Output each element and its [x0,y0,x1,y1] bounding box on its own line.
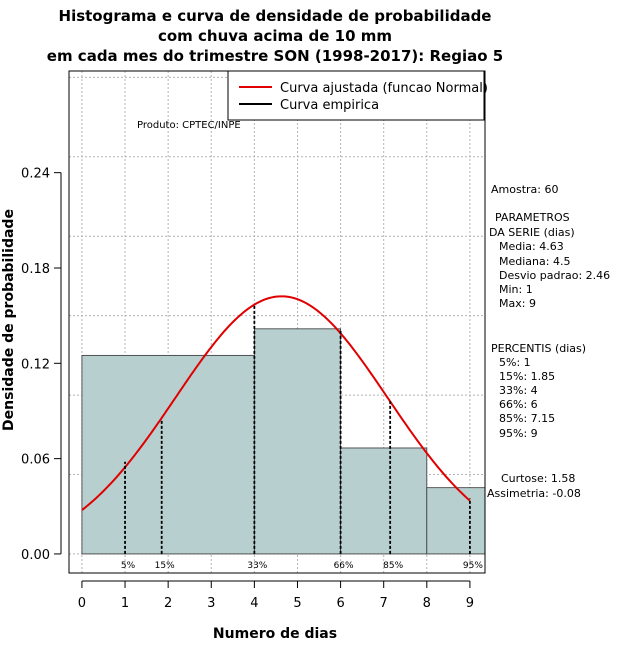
stat-skewness: Assimetria: -0.08 [487,487,581,500]
legend-label-empirical: Curva empirica [280,98,379,113]
stat-p5: 5%: 1 [499,356,531,369]
stat-sd: Desvio padrao: 2.46 [499,269,610,282]
stat-median: Mediana: 4.5 [499,255,570,268]
stat-mean: Media: 4.63 [499,240,564,253]
x-tick-label: 5 [293,596,301,611]
histogram-bars [81,328,486,555]
title-line-3: em cada mes do trimestre SON (1998-2017)… [47,47,503,65]
percentile-label: 5% [121,561,136,571]
x-tick-label: 0 [78,596,86,611]
percentile-label: 66% [334,561,354,571]
x-tick-label: 6 [336,596,344,611]
histogram-bar [340,447,428,555]
y-tick-label: 0.00 [21,548,50,563]
x-tick-label: 9 [466,596,474,611]
x-tick-label: 8 [423,596,431,611]
percentile-label: 33% [247,561,267,571]
y-tick-label: 0.24 [21,167,50,182]
stat-percentis-heading: PERCENTIS (dias) [491,342,586,355]
percentile-label: 15% [155,561,175,571]
percentile-lines: 5% 15% 33% 66% 85% 95% [121,304,483,571]
legend: Curva ajustada (funcao Normal) Curva emp… [227,70,488,121]
stat-p95: 95%: 9 [499,427,538,440]
fitted-normal-curve [81,295,471,511]
stat-p85: 85%: 7.15 [499,412,555,425]
legend-label-fitted: Curva ajustada (funcao Normal) [280,81,488,96]
title-line-1: Histograma e curva de densidade de proba… [59,7,492,25]
y-tick-label: 0.12 [21,357,50,372]
chart-title: Histograma e curva de densidade de proba… [47,7,503,65]
stat-params-heading-2: DA SERIE (dias) [489,226,575,239]
y-axis-label: Densidade de probabilidade [1,209,17,431]
x-tick-label: 2 [164,596,172,611]
x-axis-label: Numero de dias [213,626,337,642]
stat-sample: Amostra: 60 [491,183,558,196]
legend-box [227,70,485,121]
stat-p66: 66%: 6 [499,398,538,411]
x-tick-label: 1 [121,596,129,611]
y-tick-label: 0.18 [21,262,50,277]
stat-params-heading-1: PARAMETROS [495,211,570,224]
statistics-panel: Amostra: 60 PARAMETROS DA SERIE (dias) M… [487,183,610,500]
histogram-bar [81,354,255,555]
product-note: Produto: CPTEC/INPE [137,120,241,131]
stat-p15: 15%: 1.85 [499,370,555,383]
stat-p33: 33%: 4 [499,384,538,397]
percentile-label: 85% [383,561,403,571]
y-tick-label: 0.06 [21,453,50,468]
density-curves [81,295,471,511]
histogram-bar [426,487,486,555]
x-tick-label: 4 [250,596,258,611]
x-tick-label: 7 [380,596,388,611]
x-tick-label: 3 [207,596,215,611]
title-line-2: com chuva acima de 10 mm [158,27,392,45]
stat-min: Min: 1 [499,283,533,296]
percentile-label: 95% [463,561,483,571]
stat-kurtosis: Curtose: 1.58 [501,472,575,485]
stat-max: Max: 9 [499,297,536,310]
axes: 0 1 2 3 4 5 6 7 8 9 0.00 0.06 0.12 0.18 0.24 [21,167,474,611]
histogram-bar [253,328,341,555]
